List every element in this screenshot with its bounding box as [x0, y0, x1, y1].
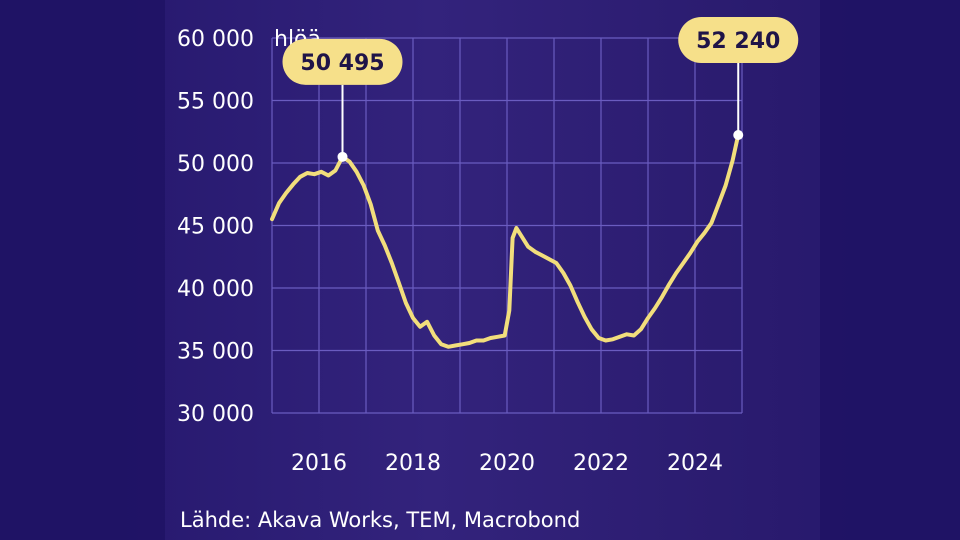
- y-tick-label: 55 000: [177, 90, 254, 115]
- x-tick-label: 2024: [667, 451, 723, 476]
- y-tick-label: 45 000: [177, 215, 254, 240]
- y-tick-label: 35 000: [177, 340, 254, 365]
- y-tick-label: 60 000: [177, 27, 254, 52]
- y-tick-label: 40 000: [177, 277, 254, 302]
- annotation-bubble: [282, 38, 403, 85]
- series-group: [270, 133, 741, 349]
- y-tick-label: 50 000: [177, 152, 254, 177]
- x-tick-label: 2020: [479, 451, 535, 476]
- annotations-group: 50 495 52 240: [282, 17, 799, 162]
- background-right-panel: [820, 0, 960, 540]
- annotation-bubble: [678, 17, 799, 63]
- x-tick-label: 2022: [573, 451, 629, 476]
- annotation-point: [733, 130, 744, 140]
- annotation-label: 52 240: [696, 29, 780, 54]
- annotation-label: 50 495: [300, 51, 384, 76]
- source-note: Lähde: Akava Works, TEM, Macrobond: [180, 508, 581, 532]
- annotation-point: [337, 151, 348, 162]
- y-tick-label: 30 000: [177, 402, 254, 427]
- x-tick-label: 2018: [385, 451, 441, 476]
- x-axis: 2016 2018 2020 2022 2024: [291, 451, 723, 476]
- background-left-panel: [0, 0, 165, 540]
- series-line: [270, 133, 741, 349]
- x-tick-label: 2016: [291, 451, 347, 476]
